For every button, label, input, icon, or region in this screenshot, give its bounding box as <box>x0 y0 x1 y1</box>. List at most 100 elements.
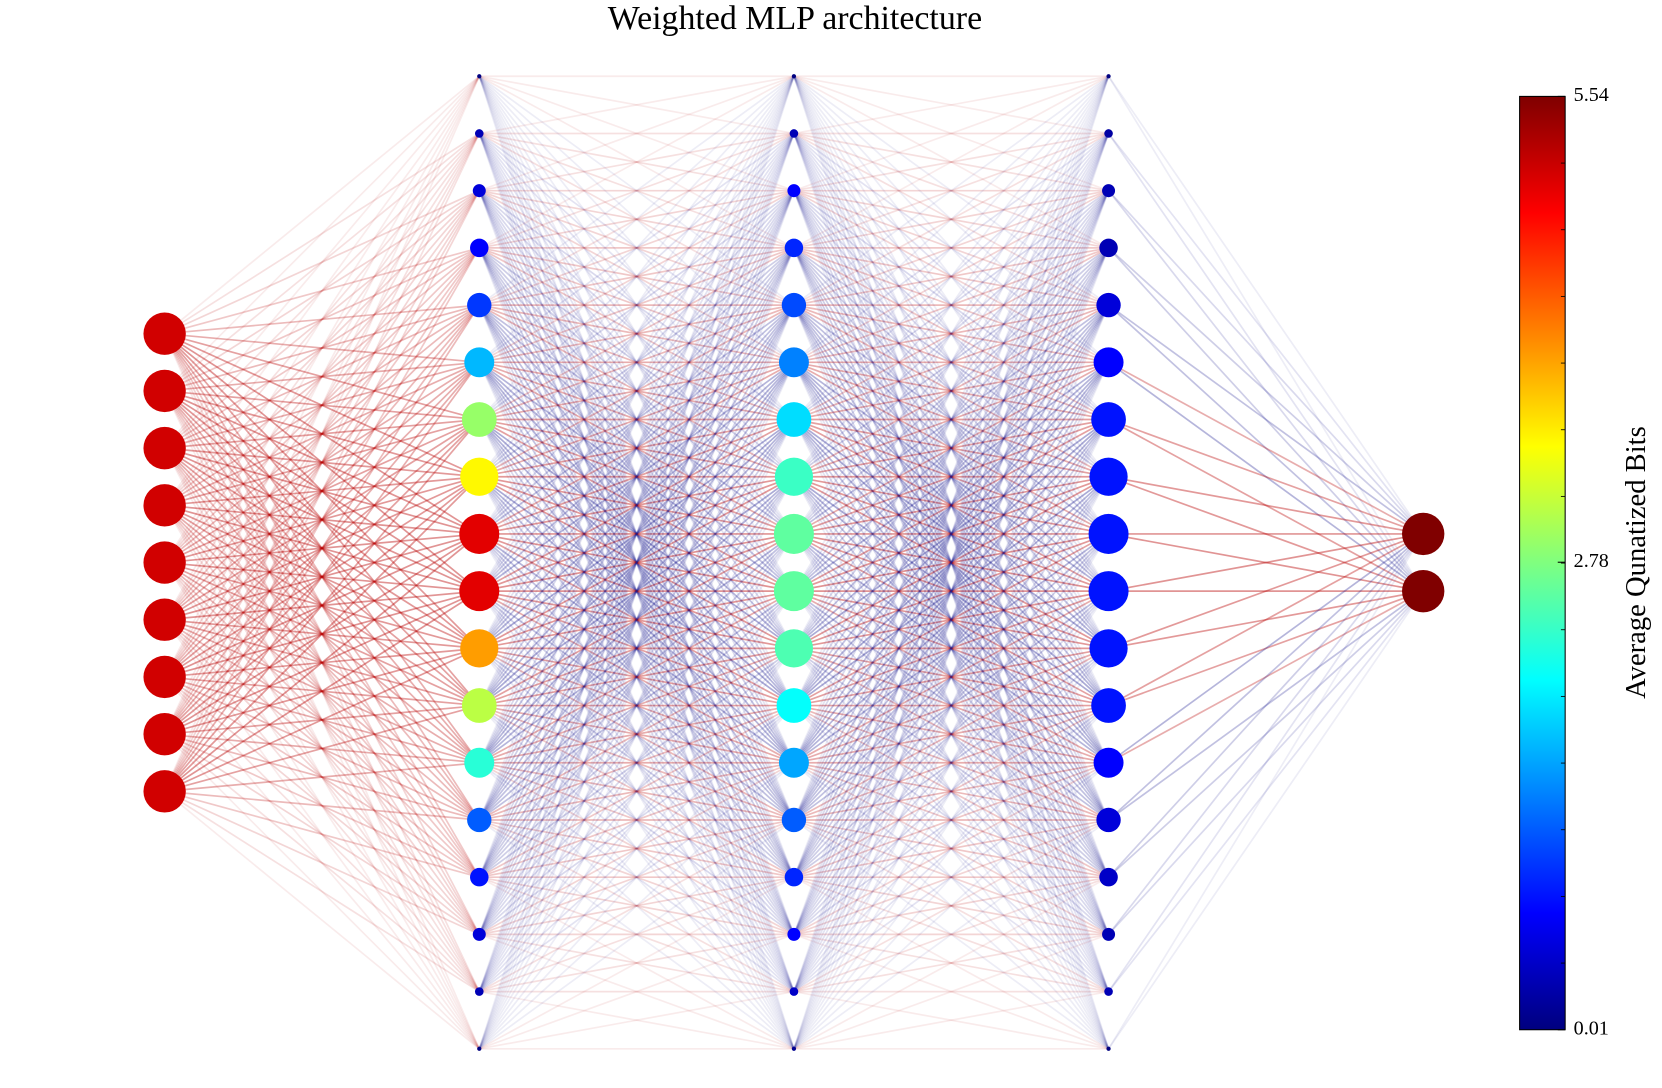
edge <box>478 304 795 649</box>
edge <box>164 132 480 392</box>
edge <box>164 361 480 564</box>
edge <box>164 189 480 335</box>
edge <box>164 618 480 764</box>
edge <box>478 133 795 592</box>
node <box>472 927 486 941</box>
edge <box>478 247 795 649</box>
edge <box>793 75 1110 592</box>
edge <box>478 75 795 706</box>
edge <box>793 476 1110 1050</box>
edge <box>793 590 1109 707</box>
edge <box>1108 361 1424 592</box>
edge <box>793 761 1109 821</box>
edge <box>793 190 1110 992</box>
node <box>470 238 489 258</box>
edge <box>479 361 795 421</box>
edge <box>164 790 480 878</box>
node <box>143 426 186 470</box>
edge <box>164 304 480 335</box>
edge <box>478 133 795 821</box>
edge <box>164 189 480 392</box>
edge <box>793 304 1110 764</box>
edge <box>163 447 480 878</box>
edge <box>164 247 480 449</box>
edge <box>793 247 1110 764</box>
edge <box>793 704 1110 936</box>
edge <box>164 533 480 678</box>
edge <box>478 590 795 764</box>
edge <box>164 676 480 707</box>
edge <box>793 704 1110 993</box>
edge <box>478 190 795 706</box>
edge <box>479 933 795 993</box>
edge <box>478 476 795 1050</box>
edge <box>163 504 480 993</box>
edge <box>163 304 480 678</box>
edge <box>793 647 1109 707</box>
edge <box>793 75 1109 192</box>
edge <box>793 190 1110 821</box>
edge <box>478 647 795 936</box>
edge <box>793 418 1110 764</box>
edge <box>164 504 480 592</box>
edge <box>163 418 480 792</box>
edge <box>478 247 795 935</box>
edge <box>793 418 1109 592</box>
node <box>459 513 500 554</box>
edge <box>478 418 795 535</box>
node <box>477 74 482 79</box>
edge <box>793 132 1110 535</box>
edge <box>793 476 1110 1050</box>
edge <box>478 304 795 935</box>
edge <box>793 476 1110 764</box>
edge <box>793 418 1109 592</box>
edge <box>793 189 1109 364</box>
edge <box>478 190 795 878</box>
edge <box>1107 247 1424 535</box>
edge <box>478 247 795 592</box>
edge <box>163 190 480 564</box>
edge <box>478 647 795 764</box>
edge <box>479 704 795 764</box>
edge <box>1108 590 1424 764</box>
edge <box>164 590 480 621</box>
edge <box>793 933 1109 993</box>
edge <box>163 75 481 678</box>
edge <box>793 361 1110 707</box>
edge <box>793 418 1110 821</box>
edge <box>793 190 1110 592</box>
edge <box>793 590 1109 764</box>
node <box>143 369 186 413</box>
edge <box>793 133 1110 764</box>
edge <box>793 76 1110 992</box>
edge <box>1107 533 1424 1050</box>
edge <box>479 247 795 306</box>
edge <box>793 190 1110 992</box>
edge <box>163 333 481 1050</box>
edge <box>793 590 1109 707</box>
edge <box>478 590 795 1050</box>
edge <box>478 189 795 364</box>
edge <box>478 132 795 363</box>
edge <box>164 561 480 764</box>
edge <box>478 247 795 821</box>
edge <box>793 590 1109 650</box>
edge <box>793 304 1110 992</box>
colorbar <box>1519 95 1566 1031</box>
edge <box>163 676 480 1050</box>
edge <box>793 361 1110 935</box>
edge <box>793 133 1110 821</box>
edge <box>478 190 795 592</box>
edge <box>478 76 795 1050</box>
edge <box>164 361 480 449</box>
edge <box>479 189 795 249</box>
edge <box>793 304 1110 764</box>
node <box>784 238 804 258</box>
edge <box>793 247 1110 592</box>
node <box>773 513 814 554</box>
edge <box>478 647 795 1050</box>
edge <box>478 247 795 935</box>
edge <box>478 304 795 649</box>
edge <box>478 419 795 1050</box>
edge <box>164 304 480 507</box>
